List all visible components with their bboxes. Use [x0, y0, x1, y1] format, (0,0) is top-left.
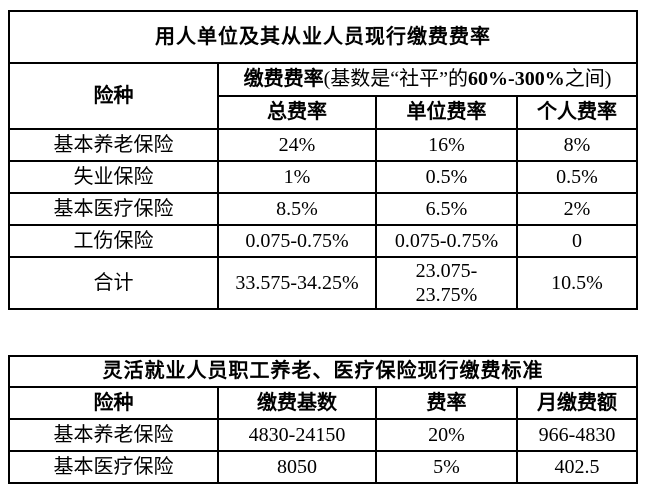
table-row: 基本医疗保险 8.5% 6.5% 2% [8, 192, 638, 226]
cell-total-rate: 24% [217, 128, 377, 162]
table1-rate-group-header: 缴费费率(基数是“社平”的60%-300%之间) [217, 62, 638, 97]
cell-rate: 5% [375, 450, 518, 484]
cell-personal-rate: 0.5% [516, 160, 638, 194]
row-label: 工伤保险 [8, 224, 219, 258]
rate-header-prefix: 缴费费率 [243, 68, 324, 90]
table1-col1-header: 险种 [8, 62, 219, 130]
employer-rates-table: 用人单位及其从业人员现行缴费费率 险种 缴费费率(基数是“社平”的60%-300… [8, 10, 638, 310]
cell-employer-rate: 6.5% [375, 192, 518, 226]
table-row: 总费率 单位费率 个人费率 [9, 95, 638, 130]
rate-header-mid: (基数是“社平”的 [323, 68, 469, 90]
table2-header-rate: 费率 [375, 386, 518, 420]
table-row: 用人单位及其从业人员现行缴费费率 [8, 10, 638, 64]
row-label: 合计 [8, 256, 219, 310]
table-row-total: 合计 33.575-34.25% 23.075- 23.75% 10.5% [8, 256, 638, 310]
cell-monthly-payment: 402.5 [516, 450, 638, 484]
row-label: 基本养老保险 [8, 128, 219, 162]
cell-personal-rate: 2% [516, 192, 638, 226]
cell-total-rate: 33.575-34.25% [217, 256, 377, 310]
cell-employer-rate: 23.075- 23.75% [375, 256, 518, 310]
row-label: 基本养老保险 [8, 418, 219, 452]
cell-total-rate: 0.075-0.75% [217, 224, 377, 258]
cell-employer-rate: 16% [375, 128, 518, 162]
cell-personal-rate: 8% [516, 128, 638, 162]
table2-header-species: 险种 [8, 386, 219, 420]
cell-employer-rate: 0.5% [375, 160, 518, 194]
table-row: 基本养老保险 24% 16% 8% [8, 128, 638, 162]
table-row: 险种 缴费基数 费率 月缴费额 [8, 386, 638, 420]
flexible-employment-table: 灵活就业人员职工养老、医疗保险现行缴费标准 险种 缴费基数 费率 月缴费额 基本… [8, 355, 638, 484]
table1-subheader-total: 总费率 [217, 95, 377, 130]
row-label: 失业保险 [8, 160, 219, 194]
rate-header-suffix: 之间) [564, 68, 612, 90]
table1-subheader-personal: 个人费率 [516, 95, 638, 130]
table-row: 灵活就业人员职工养老、医疗保险现行缴费标准 [8, 355, 638, 388]
cell-employer-rate: 0.075-0.75% [375, 224, 518, 258]
table1-title: 用人单位及其从业人员现行缴费费率 [8, 10, 638, 64]
cell-employer-rate-line1: 23.075- [415, 260, 478, 282]
cell-personal-rate: 0 [516, 224, 638, 258]
table1-subheader-employer: 单位费率 [375, 95, 518, 130]
table2-header-base: 缴费基数 [217, 386, 377, 420]
cell-total-rate: 1% [217, 160, 377, 194]
table-row: 工伤保险 0.075-0.75% 0.075-0.75% 0 [8, 224, 638, 258]
table-row: 失业保险 1% 0.5% 0.5% [8, 160, 638, 194]
cell-payment-base: 4830-24150 [217, 418, 377, 452]
table-row: 基本医疗保险 8050 5% 402.5 [8, 450, 638, 484]
row-label: 基本医疗保险 [8, 450, 219, 484]
cell-monthly-payment: 966-4830 [516, 418, 638, 452]
cell-total-rate: 8.5% [217, 192, 377, 226]
cell-personal-rate: 10.5% [516, 256, 638, 310]
row-label: 基本医疗保险 [8, 192, 219, 226]
cell-payment-base: 8050 [217, 450, 377, 484]
table2-header-monthly: 月缴费额 [516, 386, 638, 420]
cell-employer-rate-line2: 23.75% [415, 284, 478, 306]
rate-header-range: 60%-300% [468, 68, 565, 90]
table-row: 基本养老保险 4830-24150 20% 966-4830 [8, 418, 638, 452]
table2-title: 灵活就业人员职工养老、医疗保险现行缴费标准 [8, 355, 638, 388]
cell-rate: 20% [375, 418, 518, 452]
table-row: 险种 缴费费率(基数是“社平”的60%-300%之间) [8, 62, 638, 130]
